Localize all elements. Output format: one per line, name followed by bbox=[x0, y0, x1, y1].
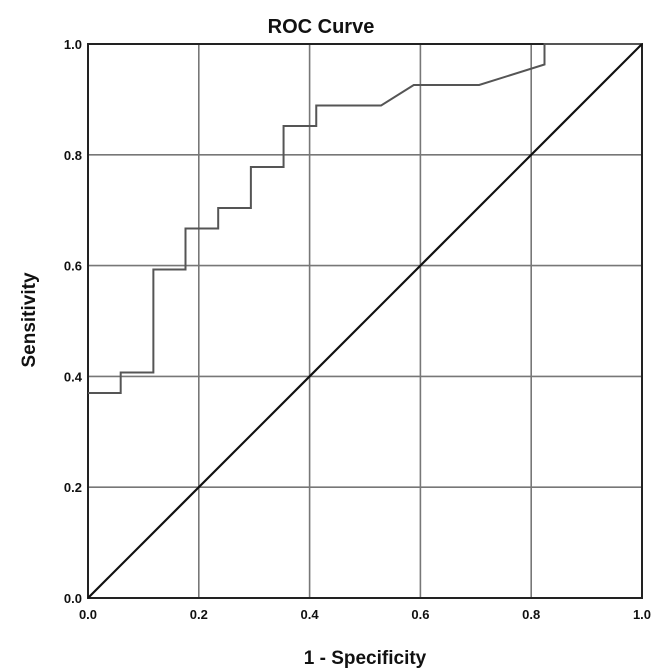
y-tick-label: 0.6 bbox=[64, 259, 82, 274]
x-tick-label: 0.6 bbox=[411, 607, 429, 622]
x-tick-label: 0.2 bbox=[190, 607, 208, 622]
y-axis-label: Sensitivity bbox=[19, 272, 40, 367]
y-tick-label: 0.8 bbox=[64, 148, 82, 163]
y-tick-label: 0.0 bbox=[64, 591, 82, 606]
grid-lines bbox=[87, 43, 643, 599]
chart-title: ROC Curve bbox=[268, 16, 375, 38]
y-tick-label: 0.2 bbox=[64, 480, 82, 495]
y-tick-label: 0.4 bbox=[64, 369, 83, 384]
x-tick-label: 0.8 bbox=[522, 607, 540, 622]
y-tick-label: 1.0 bbox=[64, 37, 82, 52]
x-axis-label: 1 - Specificity bbox=[304, 648, 427, 669]
x-tick-label: 0.4 bbox=[301, 607, 320, 622]
x-tick-label: 1.0 bbox=[633, 607, 651, 622]
roc-curve-line bbox=[88, 43, 642, 395]
x-tick-label: 0.0 bbox=[79, 607, 97, 622]
plot-area bbox=[87, 43, 643, 599]
tick-labels: 0.0 0.2 0.4 0.6 0.8 1.0 0.0 0.2 0.4 0.6 0.8 1.0 bbox=[64, 37, 651, 622]
plot-frame bbox=[87, 43, 643, 599]
reference-diagonal-line bbox=[87, 43, 643, 599]
